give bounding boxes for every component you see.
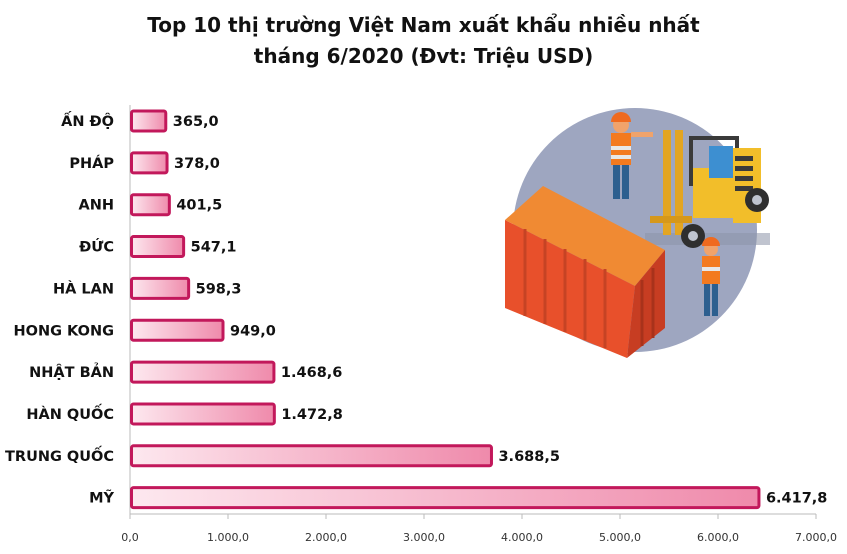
x-tick-label: 7.000,0 <box>795 531 837 544</box>
category-label: NHẬT BẢN <box>29 362 114 381</box>
bar <box>130 360 276 384</box>
value-label: 598,3 <box>196 281 242 297</box>
chart-title-line-2: tháng 6/2020 (Đvt: Triệu USD) <box>253 44 594 68</box>
export-illustration <box>505 108 770 358</box>
category-label: TRUNG QUỐC <box>5 445 114 465</box>
x-tick-label: 1.000,0 <box>207 531 249 544</box>
forklift-icon <box>645 130 770 248</box>
bar <box>130 151 169 175</box>
value-label: 547,1 <box>191 240 237 256</box>
x-tick-label: 6.000,0 <box>697 531 739 544</box>
bar <box>130 193 171 217</box>
bar <box>130 318 225 342</box>
category-label: ẤN ĐỘ <box>61 110 114 130</box>
bar <box>130 402 276 426</box>
category-label: ANH <box>79 198 115 214</box>
chart-title: Top 10 thị trường Việt Nam xuất khẩu nhi… <box>0 10 847 72</box>
bar <box>130 109 168 133</box>
value-label: 949,0 <box>230 323 276 339</box>
category-label: HÀ LAN <box>53 280 114 297</box>
value-label: 1.468,6 <box>281 365 342 381</box>
worker-bottom-icon <box>702 237 720 316</box>
bar <box>130 235 186 259</box>
worker-top-icon <box>611 112 653 199</box>
value-label: 378,0 <box>174 156 220 172</box>
value-label: 365,0 <box>173 114 219 130</box>
value-label: 3.688,5 <box>498 449 559 465</box>
x-tick-label: 3.000,0 <box>403 531 445 544</box>
bar <box>130 444 493 468</box>
shipping-container-icon <box>505 186 665 358</box>
x-tick-label: 5.000,0 <box>599 531 641 544</box>
category-label: ĐỨC <box>79 238 114 256</box>
category-label: PHÁP <box>69 155 114 172</box>
bar <box>130 276 191 300</box>
category-label: HÀN QUỐC <box>26 403 114 423</box>
chart-title-line-1: Top 10 thị trường Việt Nam xuất khẩu nhi… <box>147 13 700 37</box>
x-tick-label: 4.000,0 <box>501 531 543 544</box>
x-tick-label: 0,0 <box>121 531 139 544</box>
category-label: HONG KONG <box>14 323 115 339</box>
x-tick-label: 2.000,0 <box>305 531 347 544</box>
bar <box>130 486 761 510</box>
category-label: MỸ <box>89 490 114 507</box>
value-label: 401,5 <box>176 198 222 214</box>
value-label: 1.472,8 <box>281 407 342 423</box>
value-label: 6.417,8 <box>766 491 827 507</box>
